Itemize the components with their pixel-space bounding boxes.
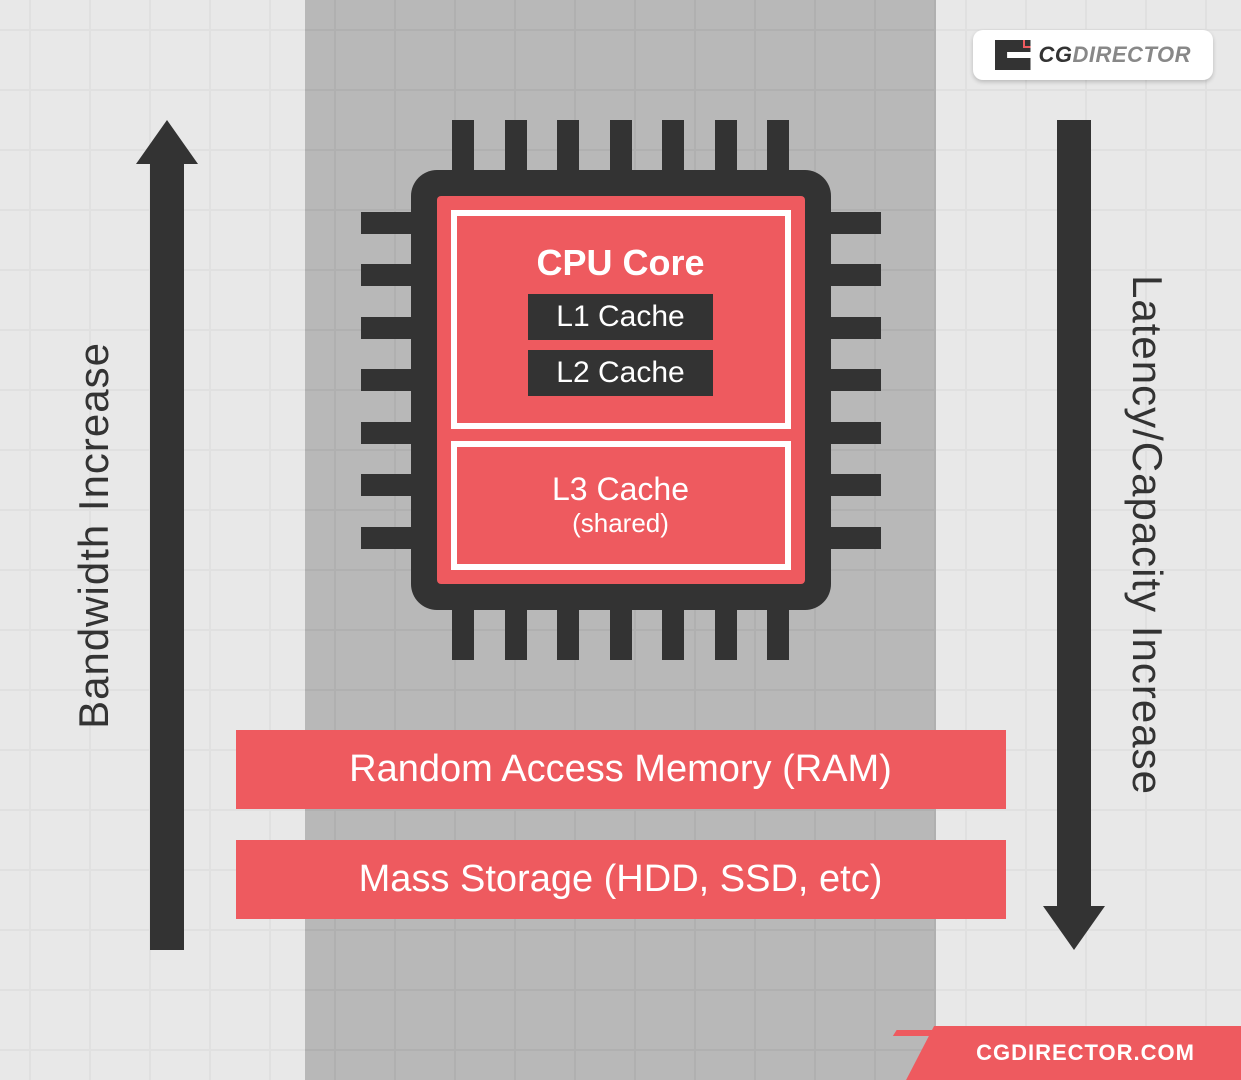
chip-pin (715, 120, 737, 170)
chip-inner: CPU Core L1 Cache L2 Cache L3 Cache (sha… (437, 196, 805, 584)
arrow-body (1057, 120, 1091, 906)
chip-pin (452, 610, 474, 660)
chip-pin (831, 474, 881, 496)
chip-pin (662, 610, 684, 660)
arrow-head (136, 120, 198, 164)
chip-pin (557, 610, 579, 660)
latency-label: Latency/Capacity Increase (1123, 275, 1171, 795)
cpu-chip: CPU Core L1 Cache L2 Cache L3 Cache (sha… (361, 120, 881, 660)
l3-cache-title: L3 Cache (552, 471, 689, 508)
l3-cache-sub: (shared) (572, 508, 669, 539)
chip-pin (361, 422, 411, 444)
ram-bar: Random Access Memory (RAM) (236, 730, 1006, 809)
logo-badge: CGDIRECTOR (973, 30, 1214, 80)
cpu-core-title: CPU Core (536, 242, 704, 284)
chip-pin (505, 120, 527, 170)
logo-text: CGDIRECTOR (1039, 42, 1192, 68)
chip-pin (361, 317, 411, 339)
chip-pin (767, 610, 789, 660)
bandwidth-label: Bandwidth Increase (70, 342, 118, 729)
chip-pin (361, 527, 411, 549)
cpu-core-box: CPU Core L1 Cache L2 Cache (451, 210, 791, 429)
l1-cache-label: L1 Cache (528, 294, 712, 340)
chip-pin (361, 264, 411, 286)
chip-pin (831, 317, 881, 339)
arrow-body (150, 164, 184, 950)
l3-cache-box: L3 Cache (shared) (451, 441, 791, 570)
chip-pin (452, 120, 474, 170)
chip-pin (505, 610, 527, 660)
chip-pin (557, 120, 579, 170)
chip-body: CPU Core L1 Cache L2 Cache L3 Cache (sha… (411, 170, 831, 610)
logo-suffix: DIRECTOR (1073, 42, 1192, 67)
chip-pin (610, 610, 632, 660)
arrow-up-icon (136, 120, 198, 950)
chip-pin (831, 369, 881, 391)
chip-pin (610, 120, 632, 170)
chip-pin (361, 369, 411, 391)
logo-prefix: CG (1039, 42, 1073, 67)
l2-cache-label: L2 Cache (528, 350, 712, 396)
chip-pin (831, 264, 881, 286)
chip-pin (767, 120, 789, 170)
logo-mark-icon (995, 40, 1031, 70)
chip-pin (831, 527, 881, 549)
storage-bar: Mass Storage (HDD, SSD, etc) (236, 840, 1006, 919)
arrow-head (1043, 906, 1105, 950)
right-arrow-group: Latency/Capacity Increase (1043, 120, 1171, 950)
left-arrow-group: Bandwidth Increase (70, 120, 198, 950)
footer-flag: CGDIRECTOR.COM (906, 1026, 1241, 1080)
arrow-down-icon (1043, 120, 1105, 950)
chip-pin (361, 212, 411, 234)
chip-pin (831, 422, 881, 444)
chip-pin (715, 610, 737, 660)
chip-pin (361, 474, 411, 496)
chip-pin (662, 120, 684, 170)
chip-pin (831, 212, 881, 234)
